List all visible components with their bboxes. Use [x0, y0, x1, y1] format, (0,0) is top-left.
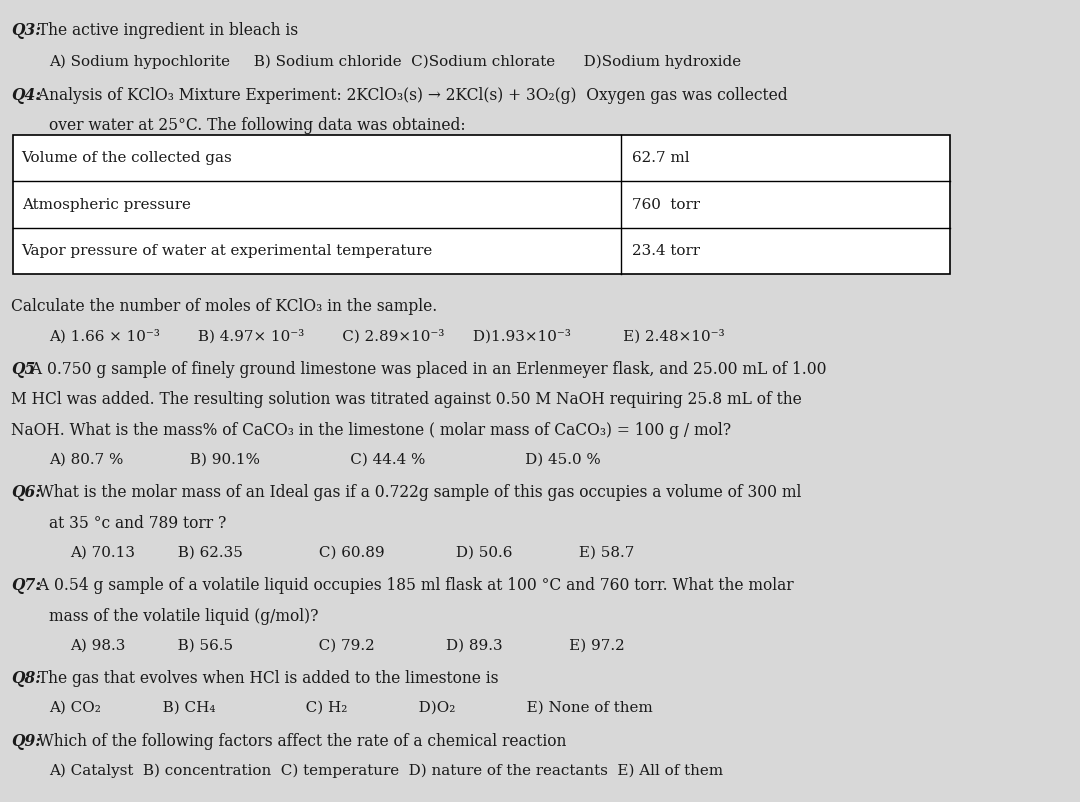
Text: A) 80.7 %              B) 90.1%                   C) 44.4 %                     : A) 80.7 % B) 90.1% C) 44.4 %: [49, 452, 600, 466]
Text: Q9:: Q9:: [11, 733, 41, 750]
Text: Analysis of KClO₃ Mixture Experiment: 2KClO₃(s) → 2KCl(s) + 3O₂(g)  Oxygen gas w: Analysis of KClO₃ Mixture Experiment: 2K…: [33, 87, 788, 103]
Text: Q7:: Q7:: [11, 577, 41, 594]
Text: The active ingredient in bleach is: The active ingredient in bleach is: [33, 22, 298, 39]
Text: 760  torr: 760 torr: [632, 197, 700, 212]
Text: Atmospheric pressure: Atmospheric pressure: [22, 197, 190, 212]
Text: Q4:: Q4:: [11, 87, 41, 103]
Text: A) 70.13         B) 62.35                C) 60.89               D) 50.6         : A) 70.13 B) 62.35 C) 60.89 D) 50.6: [70, 545, 635, 559]
Text: Volume of the collected gas: Volume of the collected gas: [22, 151, 232, 165]
Text: mass of the volatile liquid (g/mol)?: mass of the volatile liquid (g/mol)?: [49, 608, 319, 625]
Text: A) CO₂             B) CH₄                   C) H₂               D)O₂            : A) CO₂ B) CH₄ C) H₂ D)O₂: [49, 701, 652, 715]
Text: NaOH. What is the mass% of CaCO₃ in the limestone ( molar mass of CaCO₃) = 100 g: NaOH. What is the mass% of CaCO₃ in the …: [11, 422, 731, 439]
Text: over water at 25°C. The following data was obtained:: over water at 25°C. The following data w…: [49, 117, 465, 134]
Text: What is the molar mass of an Ideal gas if a 0.722g sample of this gas occupies a: What is the molar mass of an Ideal gas i…: [33, 484, 801, 501]
Text: Q3:: Q3:: [11, 22, 41, 39]
Text: A) 98.3           B) 56.5                  C) 79.2               D) 89.3        : A) 98.3 B) 56.5 C) 79.2 D) 89.3: [70, 638, 625, 652]
Bar: [13, 135, 950, 274]
Text: 62.7 ml: 62.7 ml: [632, 151, 689, 165]
Text: A) Catalyst  B) concentration  C) temperature  D) nature of the reactants  E) Al: A) Catalyst B) concentration C) temperat…: [49, 764, 723, 778]
Text: 23.4 torr: 23.4 torr: [632, 244, 700, 258]
Text: A 0.54 g sample of a volatile liquid occupies 185 ml flask at 100 °C and 760 tor: A 0.54 g sample of a volatile liquid occ…: [33, 577, 794, 594]
Text: at 35 °c and 789 torr ?: at 35 °c and 789 torr ?: [49, 515, 226, 532]
Text: Which of the following factors affect the rate of a chemical reaction: Which of the following factors affect th…: [33, 733, 567, 750]
Text: Calculate the number of moles of KClO₃ in the sample.: Calculate the number of moles of KClO₃ i…: [11, 298, 437, 315]
Text: A) Sodium hypochlorite     B) Sodium chloride  C)Sodium chlorate      D)Sodium h: A) Sodium hypochlorite B) Sodium chlorid…: [49, 55, 741, 69]
Text: The gas that evolves when HCl is added to the limestone is: The gas that evolves when HCl is added t…: [33, 670, 499, 687]
Text: A) 1.66 × 10⁻³        B) 4.97× 10⁻³        C) 2.89×10⁻³      D)1.93×10⁻³        : A) 1.66 × 10⁻³ B) 4.97× 10⁻³ C) 2.89×10⁻…: [49, 329, 725, 343]
Text: Q6:: Q6:: [11, 484, 41, 501]
Text: Q8:: Q8:: [11, 670, 41, 687]
Text: Q5: Q5: [11, 361, 35, 378]
Text: A 0.750 g sample of finely ground limestone was placed in an Erlenmeyer flask, a: A 0.750 g sample of finely ground limest…: [26, 361, 826, 378]
Text: M HCl was added. The resulting solution was titrated against 0.50 M NaOH requiri: M HCl was added. The resulting solution …: [11, 391, 801, 408]
Text: Vapor pressure of water at experimental temperature: Vapor pressure of water at experimental …: [22, 244, 433, 258]
